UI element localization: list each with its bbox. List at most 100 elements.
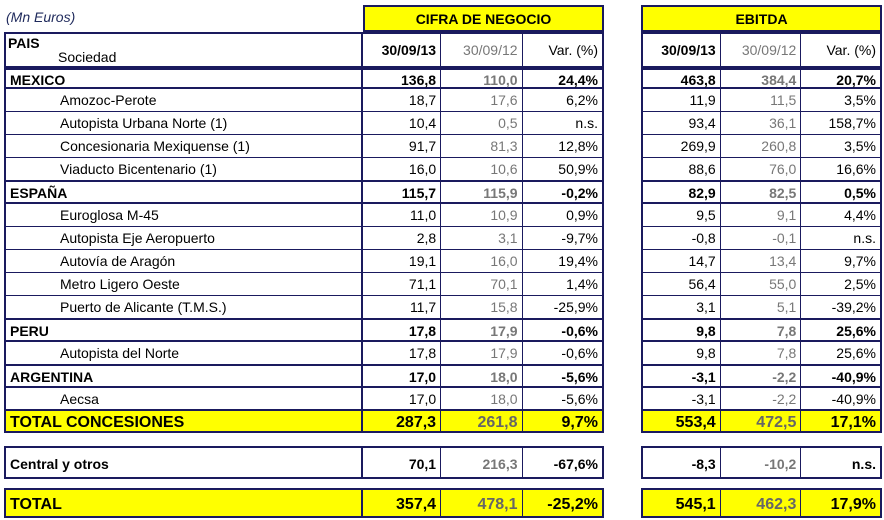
date-2012-header: 30/09/12: [440, 34, 521, 66]
cifra-2013-value: 18,7: [408, 92, 437, 108]
ebitda-2012-value: 260,8: [719, 135, 801, 157]
ebitda-2012-value: 7,8: [719, 320, 801, 340]
ebitda-2012-value: -0,1: [719, 227, 801, 249]
ebitda-var-value: 9,7%: [800, 250, 880, 272]
cifra-2013-value: 10,4: [408, 115, 437, 131]
ebitda-var-value: -40,9%: [800, 366, 880, 386]
ebitda-2013-value: 9,8: [696, 345, 716, 361]
row-name: PERU: [6, 320, 363, 340]
row-name: ESPAÑA: [6, 182, 363, 202]
ebitda-header: EBITDA: [641, 5, 882, 32]
ebitda-2012-value: -2,2: [719, 366, 801, 386]
ebitda-2012-value: 384,4: [719, 70, 801, 88]
ebitda-2013-value: -3,1: [691, 369, 716, 385]
sociedad-row: Aecsa 17,0 18,0 -5,6%: [4, 387, 604, 409]
ebitda-row: 14,7 13,4 9,7%: [641, 249, 882, 272]
sociedad-row: Concesionaria Mexiquense (1) 91,7 81,3 12,8…: [4, 134, 604, 157]
ebitda-2013-value: 82,9: [688, 185, 716, 201]
cifra-2012-value: 18,0: [440, 366, 521, 386]
ebitda-var-value: 158,7%: [800, 112, 880, 134]
cifra-2012-value: 16,0: [440, 250, 521, 272]
ebitda-var-header: Var. (%): [800, 34, 880, 66]
ebitda-var-value: n.s.: [800, 227, 880, 249]
ebitda-row: -0,8 -0,1 n.s.: [641, 226, 882, 249]
var-header: Var. (%): [521, 34, 602, 66]
cifra-2012-value: 10,9: [440, 204, 521, 226]
ebitda-row: 463,8 384,4 20,7%: [641, 68, 882, 88]
cifra-2012-value: 17,9: [440, 320, 521, 340]
sociedad-row: Metro Ligero Oeste 71,1 70,1 1,4%: [4, 272, 604, 295]
cifra-var-value: 19,4%: [521, 250, 602, 272]
cifra-var-value: 6,2%: [521, 89, 602, 111]
ebitda-2013-value: 93,4: [688, 115, 716, 131]
ebitda-row: 82,9 82,5 0,5%: [641, 180, 882, 203]
cifra-header: CIFRA DE NEGOCIO: [363, 5, 604, 32]
cifra-var-value: 50,9%: [521, 158, 602, 180]
sociedad-row: Puerto de Alicante (T.M.S.) 11,7 15,8 -25,9…: [4, 295, 604, 318]
ebitda-var-value: 3,5%: [800, 135, 880, 157]
cifra-2013-value: 11,0: [409, 207, 437, 223]
ebitda-block: 30/09/13 30/09/12 Var. (%) 463,8 384,4 20,7% 1…: [641, 32, 882, 518]
ebitda-row: 3,1 5,1 -39,2%: [641, 295, 882, 318]
cifra-2012-value: 81,3: [440, 135, 521, 157]
ebitda-header-row: 30/09/13 30/09/12 Var. (%): [641, 32, 882, 68]
ebitda-2012-value: 82,5: [719, 182, 801, 202]
row-name: TOTAL: [6, 490, 363, 516]
ebitda-row: 93,4 36,1 158,7%: [641, 111, 882, 134]
ebitda-2012-value: 5,1: [719, 296, 801, 318]
sociedad-row: Viaducto Bicentenario (1) 16,0 10,6 50,9%: [4, 157, 604, 180]
cifra-block: PAIS Sociedad 30/09/13 30/09/12 Var. (%) MEXI…: [4, 32, 604, 518]
cifra-2012-value: 3,1: [440, 227, 521, 249]
row-name: Amozoc-Perote: [6, 89, 363, 111]
pais-header: PAIS Sociedad: [6, 34, 363, 66]
cifra-2013-value: 357,4: [396, 496, 437, 513]
ebitda-2012-value: 11,5: [719, 89, 801, 111]
cifra-var-value: 9,7%: [521, 411, 602, 431]
cifra-var-value: n.s.: [521, 112, 602, 134]
ebitda-row: 545,1 462,3 17,9%: [641, 488, 882, 518]
row-name: Metro Ligero Oeste: [6, 273, 363, 295]
cifra-var-value: -0,6%: [521, 342, 602, 364]
sociedad-row: Autovía de Aragón 19,1 16,0 19,4%: [4, 249, 604, 272]
cifra-2013-value: 91,7: [408, 138, 437, 154]
cifra-var-value: -25,9%: [521, 296, 602, 318]
ebitda-date-2013-header: 30/09/13: [661, 42, 716, 58]
cifra-2013-value: 70,1: [408, 456, 437, 472]
cifra-2013-value: 71,1: [408, 276, 437, 292]
ebitda-date-2012-header: 30/09/12: [719, 34, 801, 66]
country-row: PERU 17,8 17,9 -0,6%: [4, 318, 604, 341]
cifra-2012-value: 115,9: [440, 182, 521, 202]
ebitda-row: -3,1 -2,2 -40,9%: [641, 364, 882, 387]
units-label: (Mn Euros): [6, 9, 76, 25]
row-name: Viaducto Bicentenario (1): [6, 158, 363, 180]
ebitda-2012-value: 7,8: [719, 342, 801, 364]
cifra-2012-value: 18,0: [440, 388, 521, 409]
ebitda-row: 9,5 9,1 4,4%: [641, 203, 882, 226]
ebitda-row: -8,3 -10,2 n.s.: [641, 446, 882, 479]
ebitda-2013-value: 3,1: [696, 299, 716, 315]
row-name: Concesionaria Mexiquense (1): [6, 135, 363, 157]
cifra-2013-value: 16,0: [408, 161, 437, 177]
country-row: ARGENTINA 17,0 18,0 -5,6%: [4, 364, 604, 387]
ebitda-2013-value: 9,8: [696, 323, 716, 339]
cifra-2013-value: 17,8: [408, 323, 437, 339]
total-row: TOTAL CONCESIONES 287,3 261,8 9,7%: [4, 409, 604, 433]
ebitda-2012-value: 9,1: [719, 204, 801, 226]
cifra-var-value: 24,4%: [521, 70, 602, 88]
cifra-var-value: 0,9%: [521, 204, 602, 226]
row-name: Puerto de Alicante (T.M.S.): [6, 296, 363, 318]
sociedad-label: Sociedad: [58, 49, 117, 65]
cifra-2012-value: 17,9: [440, 342, 521, 364]
cifra-2013-value: 19,1: [408, 253, 437, 269]
cifra-var-value: -0,2%: [521, 182, 602, 202]
ebitda-2012-value: 472,5: [719, 411, 801, 431]
sociedad-row: Autopista Urbana Norte (1) 10,4 0,5 n.s.: [4, 111, 604, 134]
ebitda-2012-value: -10,2: [719, 448, 801, 477]
row-name: Autovía de Aragón: [6, 250, 363, 272]
row-name: Aecsa: [6, 388, 363, 409]
row-name: Autopista del Norte: [6, 342, 363, 364]
total-row: TOTAL 357,4 478,1 -25,2%: [4, 488, 604, 518]
ebitda-row: -3,1 -2,2 -40,9%: [641, 387, 882, 409]
ebitda-2013-value: 11,9: [689, 92, 716, 108]
ebitda-2013-value: 545,1: [675, 496, 716, 513]
